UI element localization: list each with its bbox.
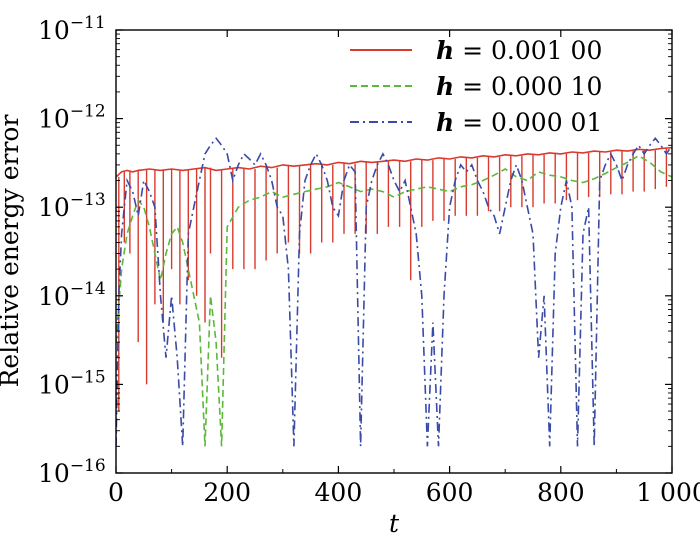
y-tick-label: 10−16 (38, 456, 106, 488)
series-1-line (116, 146, 672, 178)
x-tick-label: 600 (426, 478, 474, 507)
legend-label-3: h = 0.000 01 (436, 108, 602, 137)
x-tick-label: 400 (315, 478, 363, 507)
legend: h = 0.001 00 h = 0.000 10 h = 0.000 01 (350, 36, 602, 137)
x-tick-label: 200 (203, 478, 251, 507)
legend-label-2: h = 0.000 10 (436, 72, 602, 101)
y-tick-label: 10−12 (38, 102, 106, 134)
x-axis-title: t (389, 509, 400, 538)
y-tick-label: 10−13 (38, 190, 106, 222)
x-tick-label: 1 000 (636, 478, 700, 507)
series-3-line (116, 137, 672, 447)
x-tick-label: 0 (108, 478, 124, 507)
ticks-layer: 0 200 400 600 800 1 000 10−16 10−15 10−14 10−13 10… (38, 13, 700, 507)
legend-label-1: h = 0.001 00 (436, 36, 602, 65)
series-layer (116, 137, 672, 447)
y-tick-label: 10−14 (38, 279, 106, 311)
y-tick-label: 10−11 (38, 13, 106, 45)
x-tick-label: 800 (537, 478, 585, 507)
y-tick-label: 10−15 (38, 367, 106, 399)
series-2-line (116, 154, 672, 447)
y-axis-title: Relative energy error (0, 115, 24, 388)
